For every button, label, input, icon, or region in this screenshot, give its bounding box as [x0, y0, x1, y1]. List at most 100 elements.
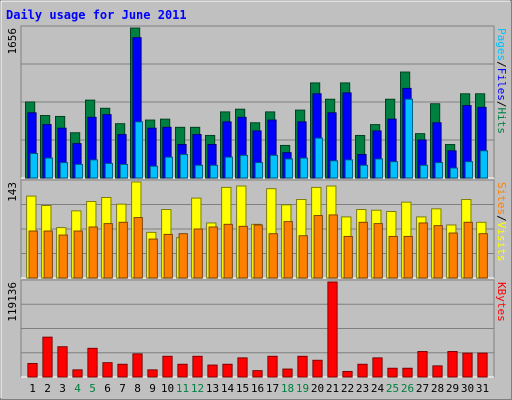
- x-axis-day-labels: 1 2 3 4 5 6 7 8 9 10 11 12 13 14 15 16 17 18 19 20 21 22 23 24 2…: [29, 382, 489, 395]
- bar-kbytes-day-3: [57, 346, 68, 378]
- day-label-29: 29: [446, 382, 459, 395]
- bar-kbytes-day-24: [372, 357, 383, 378]
- bar-kbytes-day-4: [72, 369, 83, 378]
- legend-item-files: Files: [495, 68, 508, 101]
- bar-sites-day-30: [463, 221, 473, 279]
- bar-pages-day-18: [284, 158, 294, 179]
- day-label-6: 6: [104, 382, 111, 395]
- bar-sites-day-1: [28, 230, 38, 279]
- bar-pages-day-14: [224, 156, 234, 179]
- bar-sites-day-31: [478, 233, 488, 279]
- day-label-19: 19: [296, 382, 309, 395]
- bar-kbytes-day-5: [87, 347, 98, 378]
- legend-item-pages: Pages: [495, 28, 508, 61]
- bar-kbytes-day-25: [387, 367, 398, 378]
- bar-kbytes-day-9: [147, 369, 158, 378]
- legend-item-sites: Sites: [495, 182, 508, 215]
- day-label-10: 10: [161, 382, 174, 395]
- bar-pages-day-15: [239, 154, 249, 179]
- bar-kbytes-day-31: [477, 352, 488, 378]
- bar-sites-day-21: [328, 214, 338, 279]
- bar-kbytes-day-13: [207, 364, 218, 378]
- bar-sites-day-9: [148, 238, 158, 279]
- bar-sites-day-12: [193, 228, 203, 279]
- legend-separator: /: [495, 215, 508, 222]
- bar-sites-day-20: [313, 215, 323, 279]
- bar-kbytes-day-1: [27, 362, 38, 378]
- bar-sites-day-22: [343, 235, 353, 279]
- day-label-4: 4: [74, 382, 81, 395]
- day-label-23: 23: [356, 382, 369, 395]
- bar-pages-day-24: [374, 158, 384, 179]
- bar-sites-day-4: [73, 230, 83, 279]
- day-label-15: 15: [236, 382, 249, 395]
- bar-pages-day-23: [359, 164, 369, 179]
- legend-separator: /: [495, 101, 508, 108]
- panel-pages-files-hits: 1656: [6, 25, 495, 179]
- panel-kbytes: 119136: [6, 279, 495, 378]
- bar-sites-day-3: [58, 234, 68, 279]
- series-sites: [28, 214, 488, 279]
- bar-sites-day-25: [388, 235, 398, 279]
- bar-kbytes-day-19: [297, 355, 308, 378]
- day-label-12: 12: [191, 382, 204, 395]
- bar-pages-day-12: [194, 164, 204, 179]
- bar-pages-day-17: [269, 154, 279, 179]
- day-label-8: 8: [134, 382, 141, 395]
- bar-sites-day-29: [448, 232, 458, 279]
- bar-pages-day-1: [29, 153, 39, 179]
- day-label-7: 7: [119, 382, 126, 395]
- bar-pages-day-4: [74, 163, 84, 179]
- bar-kbytes-day-23: [357, 363, 368, 378]
- panel-visits-sites: 143: [6, 179, 495, 279]
- legend-item-hits: Hits: [495, 108, 508, 135]
- bar-pages-day-27: [419, 164, 429, 179]
- bar-kbytes-day-15: [237, 357, 248, 378]
- bar-sites-day-15: [238, 225, 248, 279]
- day-label-1: 1: [29, 382, 36, 395]
- bar-sites-day-26: [403, 235, 413, 279]
- bar-pages-day-31: [479, 150, 489, 179]
- bar-sites-day-24: [373, 223, 383, 279]
- day-label-9: 9: [149, 382, 156, 395]
- bar-sites-day-7: [118, 221, 128, 279]
- bar-sites-day-8: [133, 217, 143, 279]
- bar-pages-day-20: [314, 137, 324, 179]
- bar-sites-day-27: [418, 222, 428, 279]
- bar-sites-day-5: [88, 226, 98, 279]
- day-label-26: 26: [401, 382, 414, 395]
- bar-sites-day-2: [43, 230, 53, 279]
- bar-kbytes-day-6: [102, 362, 113, 378]
- day-label-13: 13: [206, 382, 219, 395]
- bar-sites-day-13: [208, 226, 218, 279]
- panels-layer: 1656 143 119136: [6, 25, 495, 378]
- bar-kbytes-day-17: [267, 355, 278, 378]
- day-label-31: 31: [476, 382, 489, 395]
- bar-kbytes-day-14: [222, 363, 233, 378]
- bar-pages-day-5: [89, 159, 99, 179]
- bar-pages-day-29: [449, 167, 459, 179]
- bar-kbytes-day-7: [117, 363, 128, 378]
- day-label-30: 30: [461, 382, 474, 395]
- bar-sites-day-23: [358, 221, 368, 279]
- day-label-17: 17: [266, 382, 279, 395]
- bar-kbytes-day-10: [162, 355, 173, 378]
- bar-pages-day-21: [329, 160, 339, 179]
- bar-pages-day-26: [404, 98, 414, 179]
- bar-pages-day-30: [464, 161, 474, 179]
- bar-kbytes-day-8: [132, 353, 143, 378]
- bar-pages-day-10: [164, 156, 174, 179]
- bar-kbytes-day-30: [462, 352, 473, 378]
- bar-kbytes-day-16: [252, 370, 263, 378]
- bar-pages-day-2: [44, 157, 54, 179]
- day-label-2: 2: [44, 382, 51, 395]
- day-label-27: 27: [416, 382, 429, 395]
- day-label-14: 14: [221, 382, 235, 395]
- bar-sites-day-18: [283, 221, 293, 279]
- bar-sites-day-14: [223, 223, 233, 279]
- bar-sites-day-11: [178, 233, 188, 279]
- bar-kbytes-day-11: [177, 363, 188, 378]
- bar-sites-day-10: [163, 233, 173, 279]
